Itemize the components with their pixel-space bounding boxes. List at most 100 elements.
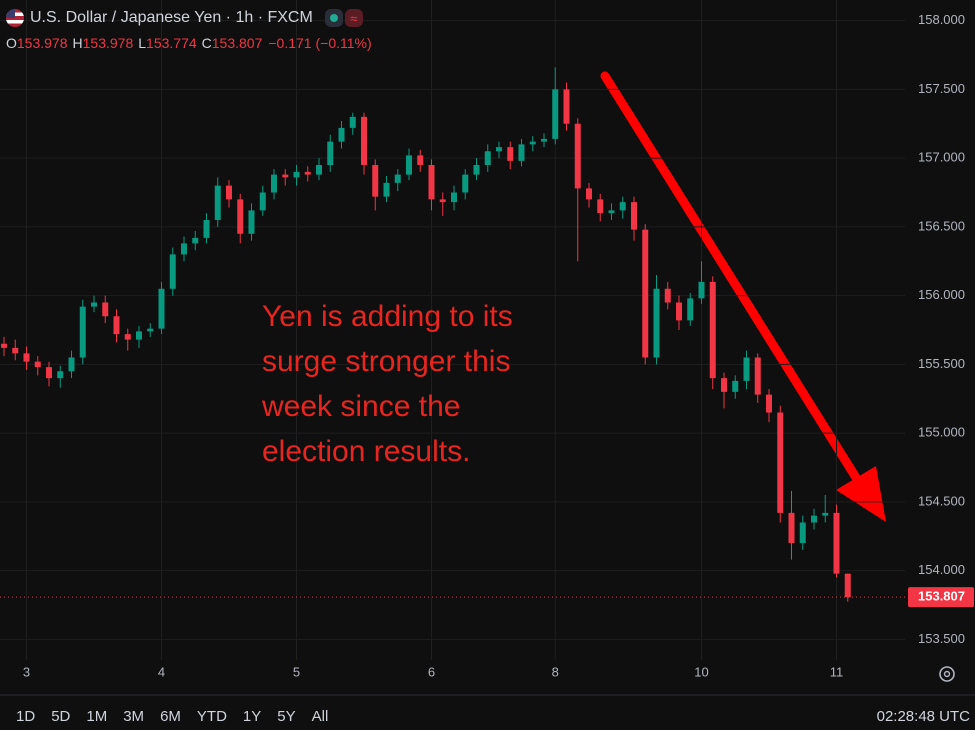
candle — [777, 405, 784, 523]
candle — [237, 193, 244, 244]
candle — [619, 196, 626, 219]
candle — [136, 325, 142, 348]
range-button[interactable]: 1M — [86, 708, 107, 725]
settings-icon[interactable] — [939, 666, 955, 682]
candle-body — [394, 174, 401, 183]
ohlc-value: 153.774 — [146, 35, 197, 51]
ohlc-row: O153.978 H153.978 L153.774 C153.807 −0.171 (… — [6, 35, 372, 51]
candle-body — [203, 220, 210, 238]
candle — [158, 281, 165, 335]
x-tick-label: 5 — [293, 664, 300, 679]
annotation-text: surge stronger this — [262, 345, 510, 378]
candle — [676, 295, 682, 330]
candle — [417, 149, 424, 172]
candle-body — [698, 281, 705, 299]
candle-body — [822, 512, 829, 516]
candle-body — [68, 357, 75, 372]
candle-body — [788, 512, 795, 544]
y-tick-label: 156.000 — [918, 287, 965, 302]
candle — [518, 138, 525, 167]
candle-body — [46, 367, 52, 379]
candle-body — [271, 174, 277, 193]
flag-icon — [6, 9, 24, 27]
range-button[interactable]: 1Y — [243, 708, 261, 725]
candle — [664, 281, 671, 310]
candle-body — [743, 357, 750, 381]
candle-body — [664, 288, 671, 303]
candle-body — [136, 331, 142, 340]
candle — [181, 236, 187, 262]
y-tick-label: 155.500 — [918, 356, 965, 371]
candle-body — [687, 298, 694, 321]
candle-body — [304, 171, 311, 175]
candle — [687, 292, 694, 326]
candle-body — [12, 347, 19, 354]
candle-body — [462, 174, 469, 193]
last-price-label: 153.807 — [918, 589, 965, 604]
candle — [57, 365, 64, 388]
x-tick-label: 8 — [552, 664, 559, 679]
last-price-box — [908, 587, 974, 608]
candle-body — [552, 89, 559, 139]
candle — [766, 389, 772, 423]
y-tick-label: 154.000 — [918, 562, 965, 577]
candle-body — [799, 522, 806, 544]
candle — [811, 508, 817, 530]
candle-body — [484, 151, 491, 165]
candle — [799, 515, 806, 550]
candle-body — [124, 334, 131, 340]
candle-body — [237, 199, 244, 234]
candle — [23, 346, 30, 370]
candle-body — [34, 361, 41, 368]
candle-body — [192, 237, 199, 244]
candle — [721, 372, 727, 409]
candle — [563, 82, 570, 131]
range-button[interactable]: 1D — [16, 708, 35, 725]
annotation-text: week since the — [261, 390, 460, 423]
candle — [327, 134, 334, 172]
candle-body — [316, 165, 322, 175]
range-button[interactable]: 5Y — [277, 708, 295, 725]
candle-body — [248, 210, 255, 234]
range-button[interactable]: 6M — [160, 708, 181, 725]
grid: 153.500 154.000 154.500 155.000 155.500 156.0… — [0, 0, 965, 679]
candle-body — [507, 147, 514, 161]
candle — [631, 196, 637, 241]
candle — [361, 112, 367, 175]
candle — [124, 328, 131, 351]
range-button[interactable]: YTD — [197, 708, 227, 725]
candle-body — [383, 182, 390, 197]
x-tick-label: 3 — [23, 664, 30, 679]
price-change: −0.171 (−0.11%) — [268, 35, 372, 51]
candle-body — [439, 199, 446, 203]
candle-body — [451, 192, 457, 203]
candle-body — [428, 165, 435, 200]
range-button[interactable]: 5D — [51, 708, 70, 725]
candle-body — [844, 573, 851, 598]
candle — [372, 159, 379, 211]
ohlc-value: 153.978 — [16, 35, 68, 51]
candle-body — [541, 138, 547, 142]
status-icons[interactable]: ≈ — [324, 9, 363, 27]
candle-body — [23, 353, 30, 362]
candle — [822, 495, 829, 523]
candle — [304, 166, 311, 182]
candle — [271, 169, 277, 200]
candle-body — [732, 380, 739, 392]
ohlc-value: 153.978 — [82, 35, 134, 51]
range-button[interactable]: 3M — [123, 708, 144, 725]
candle-body — [102, 302, 109, 317]
candle — [46, 361, 52, 387]
candle-body — [833, 512, 840, 574]
candle — [754, 353, 761, 403]
range-button[interactable]: All — [312, 708, 329, 725]
candle-body — [529, 141, 536, 145]
trend-arrow — [600, 71, 886, 522]
candle — [709, 276, 716, 390]
candle-body — [777, 412, 784, 513]
y-tick-label: 155.000 — [918, 425, 965, 440]
candle — [1, 336, 7, 357]
candle-body — [631, 202, 637, 230]
annotation-text: Yen is adding to its — [262, 300, 513, 333]
